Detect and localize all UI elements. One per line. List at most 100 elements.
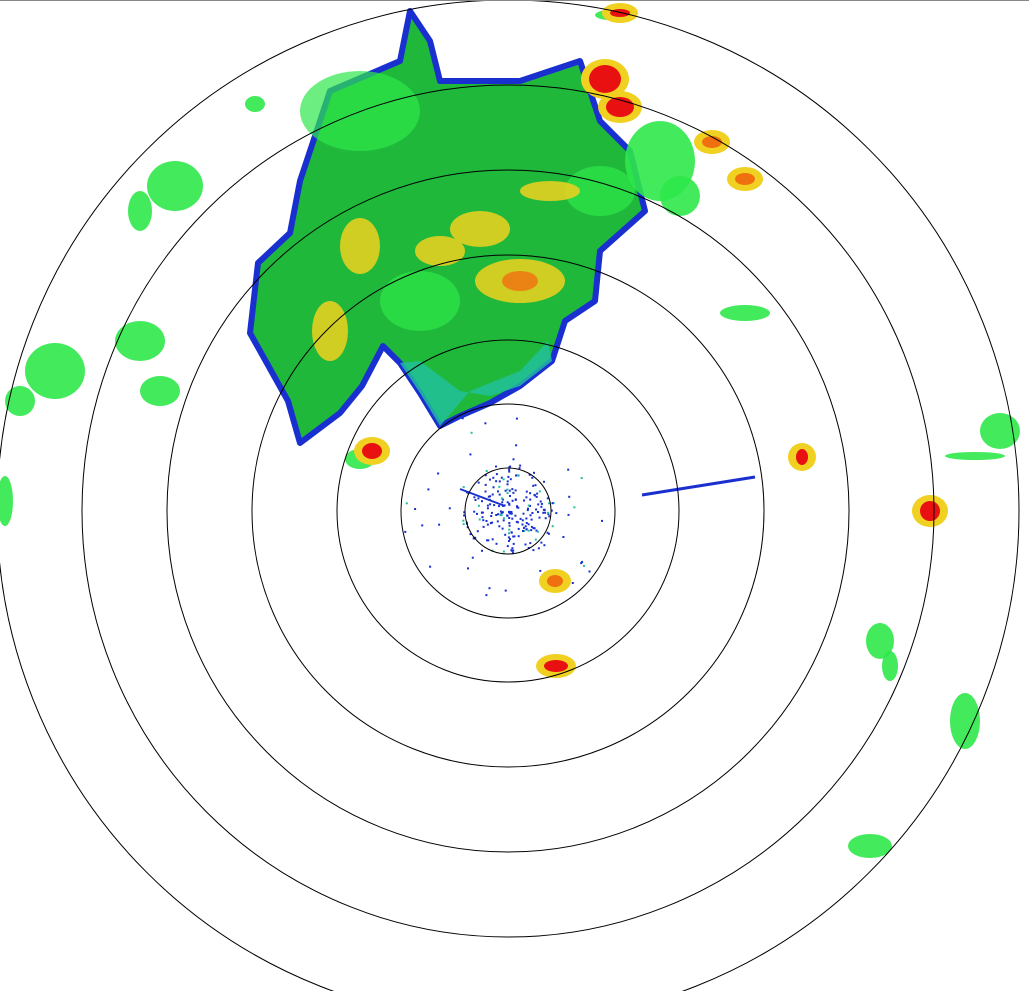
- ground-clutter-pixel: [484, 474, 487, 477]
- echo-cell: [980, 413, 1020, 449]
- echo-cell: [128, 191, 152, 231]
- ground-clutter-pixel: [571, 582, 574, 584]
- ground-clutter-pixel: [510, 531, 513, 534]
- echo-cell: [140, 376, 180, 406]
- ground-clutter-pixel: [510, 549, 513, 552]
- ground-clutter-pixel: [511, 547, 514, 550]
- ground-clutter-pixel: [525, 528, 528, 531]
- ground-clutter-pixel: [502, 517, 505, 520]
- ground-clutter-pixel: [481, 500, 483, 503]
- ground-clutter-pixel: [540, 541, 543, 544]
- ground-clutter-pixel: [503, 504, 506, 507]
- ground-clutter-pixel: [507, 475, 510, 478]
- echo-cell: [882, 651, 898, 681]
- ground-clutter-pixel: [473, 496, 476, 499]
- ground-clutter-pixel: [508, 468, 511, 471]
- ground-clutter-pixel: [508, 503, 511, 506]
- ground-clutter-pixel: [538, 516, 541, 519]
- range-ring: [166, 169, 850, 853]
- storm-edge: [400, 341, 552, 426]
- echo-cell-core: [735, 173, 755, 185]
- ground-clutter-pixel: [506, 480, 509, 483]
- ground-clutter-pixel: [491, 521, 494, 524]
- ground-clutter-pixel: [476, 512, 478, 515]
- ground-clutter-pixel: [508, 466, 511, 469]
- ground-clutter-pixel: [502, 519, 505, 522]
- ground-clutter-pixel: [501, 504, 504, 507]
- ground-clutter-pixel: [462, 486, 465, 489]
- ground-clutter-pixel: [488, 587, 491, 590]
- ground-clutter-pixel: [484, 490, 487, 493]
- ground-clutter-pixel: [495, 465, 497, 468]
- ground-clutter-pixel: [501, 527, 504, 530]
- range-ring: [251, 254, 765, 768]
- precipitation-echoes: [0, 3, 1020, 858]
- echo-heavy: [450, 211, 510, 247]
- ground-clutter-pixel: [495, 473, 498, 476]
- ground-clutter-pixel: [486, 539, 489, 542]
- ground-clutter-pixel: [472, 537, 475, 540]
- ground-clutter-pixel: [512, 542, 515, 545]
- echo-cell: [866, 623, 894, 659]
- ground-clutter-pixel: [538, 490, 541, 493]
- ground-clutter-pixel: [492, 476, 495, 479]
- ground-clutter-pixel: [498, 485, 501, 488]
- ground-clutter-pixel: [527, 507, 529, 510]
- ground-clutter-pixel: [506, 483, 509, 486]
- ground-clutter-pixel: [484, 483, 487, 486]
- ground-clutter-pixel: [405, 502, 408, 505]
- ground-clutter-pixel: [567, 468, 570, 471]
- ground-clutter-pixel: [510, 511, 513, 513]
- ground-clutter-pixel: [486, 504, 489, 507]
- ground-clutter-pixel: [421, 524, 424, 527]
- ground-clutter-pixel: [539, 500, 542, 503]
- ground-clutter-pixel: [489, 478, 491, 481]
- echo-cell: [848, 834, 892, 858]
- echo-cell: [945, 452, 1005, 460]
- ground-clutter-pixel: [508, 540, 510, 542]
- ground-clutter-pixel: [500, 511, 503, 514]
- echo-cell: [660, 176, 700, 216]
- ground-clutter-pixel: [534, 484, 537, 487]
- ground-clutter-pixel: [548, 515, 551, 518]
- ground-clutter-pixel: [517, 506, 520, 509]
- ground-clutter-pixel: [534, 494, 536, 497]
- echo-cell-core: [796, 449, 808, 465]
- ground-clutter-pixel: [498, 525, 501, 528]
- ground-clutter-pixel: [508, 528, 511, 531]
- ground-clutter-pixel: [478, 518, 481, 521]
- ground-clutter-pixel: [486, 523, 489, 526]
- echo-moderate: [300, 71, 420, 151]
- range-ring: [400, 403, 616, 619]
- ground-clutter-pixel: [489, 495, 492, 498]
- ground-clutter-pixel: [537, 503, 540, 506]
- ground-clutter-pixel: [524, 543, 527, 546]
- ground-clutter-pixel: [525, 490, 528, 493]
- ground-clutter-pixel: [511, 488, 514, 491]
- ground-clutter-pixel: [510, 512, 513, 515]
- ground-clutter-pixel: [527, 523, 530, 526]
- ground-clutter-pixel: [487, 495, 490, 498]
- ground-clutter-pixel: [470, 431, 473, 434]
- ground-clutter-pixel: [485, 520, 488, 522]
- ground-clutter-pixel: [506, 501, 509, 504]
- ground-clutter-pixel: [533, 527, 536, 530]
- ground-clutter-pixel: [543, 480, 545, 483]
- ground-clutter-pixel: [477, 497, 480, 500]
- ground-clutter-pixel: [527, 546, 530, 549]
- ground-clutter-pixel: [546, 497, 549, 500]
- ground-clutter-pixel: [562, 536, 565, 538]
- ground-clutter-pixel: [544, 517, 547, 520]
- ground-clutter-pixel: [525, 496, 528, 499]
- ground-clutter-pixel: [438, 523, 441, 526]
- ground-clutter-pixel: [506, 488, 509, 491]
- ground-clutter-pixel: [528, 473, 531, 476]
- ground-clutter-pixel: [508, 470, 511, 473]
- ground-clutter-pixel: [509, 538, 511, 541]
- ground-clutter-pixel: [573, 506, 576, 509]
- ground-clutter-pixel: [463, 511, 466, 514]
- radial-spoke-echo: [641, 475, 756, 497]
- ground-clutter-pixel: [509, 478, 512, 481]
